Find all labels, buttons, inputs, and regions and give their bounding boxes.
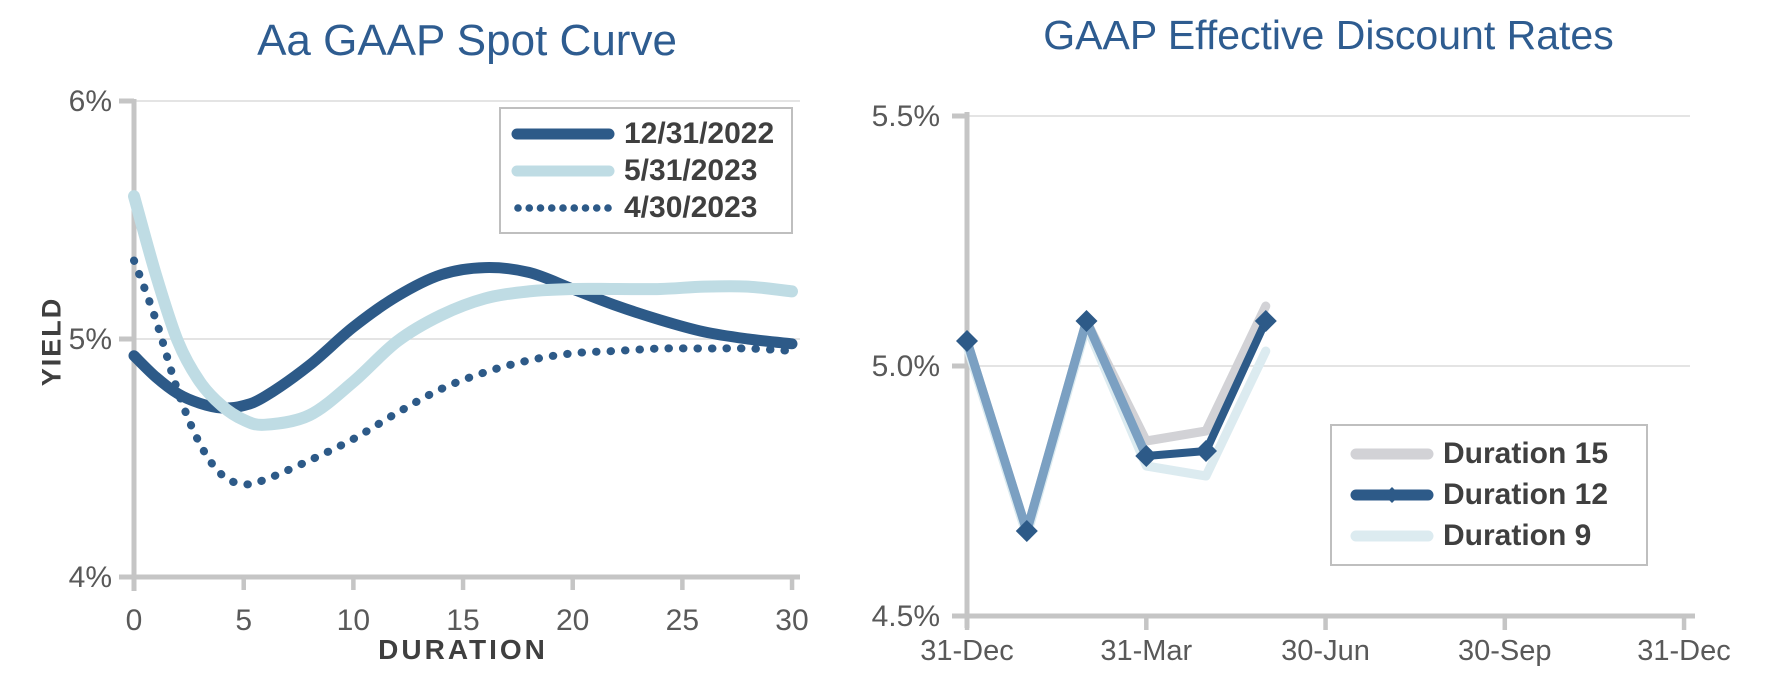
rates-y-axis-line xyxy=(964,112,970,628)
spot-x-tick xyxy=(680,577,685,590)
rates-x-axis-line xyxy=(953,613,1695,619)
legend-item: 5/31/2023 xyxy=(511,154,787,188)
legend-item: 4/30/2023 xyxy=(511,191,787,225)
legend-item-label: 4/30/2023 xyxy=(624,190,758,224)
spot-y-tick-label: 4% xyxy=(69,561,112,594)
legend-dot xyxy=(592,203,601,212)
rates-x-tick-label: 30-Sep xyxy=(1458,635,1552,667)
spot-x-tick xyxy=(351,577,356,590)
legend-dot xyxy=(547,203,556,212)
spot-y-tick-label: 5% xyxy=(69,323,112,356)
rates-x-tick xyxy=(1502,618,1508,630)
rates-series-line-duration-9 xyxy=(962,321,1271,541)
legend-item-label: Duration 9 xyxy=(1443,518,1592,552)
legend-item: Duration 15 xyxy=(1350,437,1642,471)
legend-swatch-line xyxy=(511,128,615,139)
rates-point-marker-diamond xyxy=(1254,310,1277,332)
spot-x-axis-title: DURATION xyxy=(378,634,548,665)
rates-x-tick xyxy=(1681,618,1687,630)
spot-x-tick-label: 15 xyxy=(446,604,479,637)
rates-y-tick-label: 5.5% xyxy=(872,100,940,133)
rates-x-tick-label: 31-Dec xyxy=(920,635,1014,667)
rates-x-tick xyxy=(1144,618,1149,630)
spot-x-tick-label: 0 xyxy=(126,604,143,637)
legend-item: 12/31/2022 xyxy=(511,117,787,151)
spot-y-tick xyxy=(119,336,134,342)
spot-x-axis-line xyxy=(120,574,800,580)
spot-series-line-0 xyxy=(128,262,798,414)
rates-y-tick-label: 5.0% xyxy=(872,350,940,383)
legend-diamond-marker xyxy=(1384,486,1400,503)
rates-point-marker-diamond xyxy=(956,330,978,352)
rates-point-marker-diamond xyxy=(1135,445,1158,467)
legend-item-label: 12/31/2022 xyxy=(624,116,775,150)
spot-y-tick xyxy=(119,98,134,104)
rates-series-overlap-blend xyxy=(962,316,1151,536)
spot-x-tick xyxy=(131,577,137,590)
rates-x-tick-label: 30-Jun xyxy=(1281,635,1370,667)
legend-dot xyxy=(514,203,522,212)
spot-x-tick-label: 30 xyxy=(775,604,808,637)
spot-y-tick-label: 6% xyxy=(69,85,112,118)
rates-y-tick-label: 4.5% xyxy=(872,600,940,633)
spot-y-tick xyxy=(119,574,134,580)
spot-x-tick xyxy=(789,577,795,590)
legend-swatch-line xyxy=(1350,486,1434,503)
spot-x-tick xyxy=(241,577,246,590)
legend-dot xyxy=(536,203,545,212)
legend-dot xyxy=(581,203,590,212)
legend-swatch-line xyxy=(511,165,615,176)
legend-item: Duration 9 xyxy=(1350,519,1642,553)
rates-legend: Duration 15 Duration 12 Duration 9 xyxy=(1330,424,1648,566)
rates-y-tick xyxy=(952,613,967,619)
spot-chart-title: Aa GAAP Spot Curve xyxy=(257,16,677,65)
legend-item-label: 5/31/2023 xyxy=(624,153,758,187)
spot-series-line-2 xyxy=(130,256,796,489)
spot-x-tick-label: 20 xyxy=(556,604,589,637)
rates-point-marker-diamond xyxy=(1075,310,1098,332)
rates-x-tick xyxy=(964,618,970,630)
legend-dot xyxy=(559,203,567,212)
spot-x-tick xyxy=(570,577,575,590)
rates-x-tick xyxy=(1323,618,1328,630)
rates-y-tick xyxy=(952,363,967,369)
legend-dot xyxy=(570,203,579,212)
legend-swatch-dotted-line xyxy=(514,203,612,212)
rates-x-tick-label: 31-Dec xyxy=(1637,635,1731,667)
rates-point-marker-diamond xyxy=(1015,520,1038,542)
legend-item-label: Duration 15 xyxy=(1443,437,1609,471)
spot-plot-group: 6% 5% 4% 0 5 10 15 20 25 30 xyxy=(69,85,809,637)
spot-x-tick xyxy=(460,577,466,590)
spot-x-tick-label: 25 xyxy=(666,604,699,637)
spot-series-line-1 xyxy=(128,190,798,431)
rates-chart-title: GAAP Effective Discount Rates xyxy=(1043,12,1614,58)
spot-x-tick-label: 5 xyxy=(235,604,252,637)
rates-plot-group: 5.5%5.0%4.5%31-Dec 31-Mar 30-Jun 30-Sep 31-D… xyxy=(872,100,1731,667)
rates-y-tick xyxy=(952,113,967,119)
rates-point-marker-diamond xyxy=(1195,440,1217,462)
legend-item: Duration 12 xyxy=(1350,478,1642,512)
spot-legend: 12/31/2022 5/31/2023 4/30/2023 xyxy=(499,107,793,234)
legend-swatch-line xyxy=(1350,530,1434,542)
legend-item-label: Duration 12 xyxy=(1443,477,1609,511)
rates-x-tick-label: 31-Mar xyxy=(1100,635,1192,667)
spot-y-axis-line xyxy=(131,99,137,591)
legend-dot xyxy=(604,203,612,212)
spot-x-tick-label: 10 xyxy=(337,604,370,637)
legend-dot xyxy=(525,203,534,212)
legend-swatch-line xyxy=(1350,448,1434,460)
